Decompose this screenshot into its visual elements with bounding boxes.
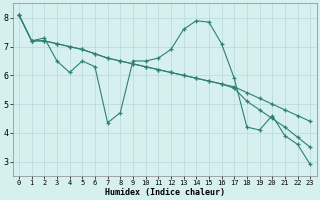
X-axis label: Humidex (Indice chaleur): Humidex (Indice chaleur) — [105, 188, 225, 197]
